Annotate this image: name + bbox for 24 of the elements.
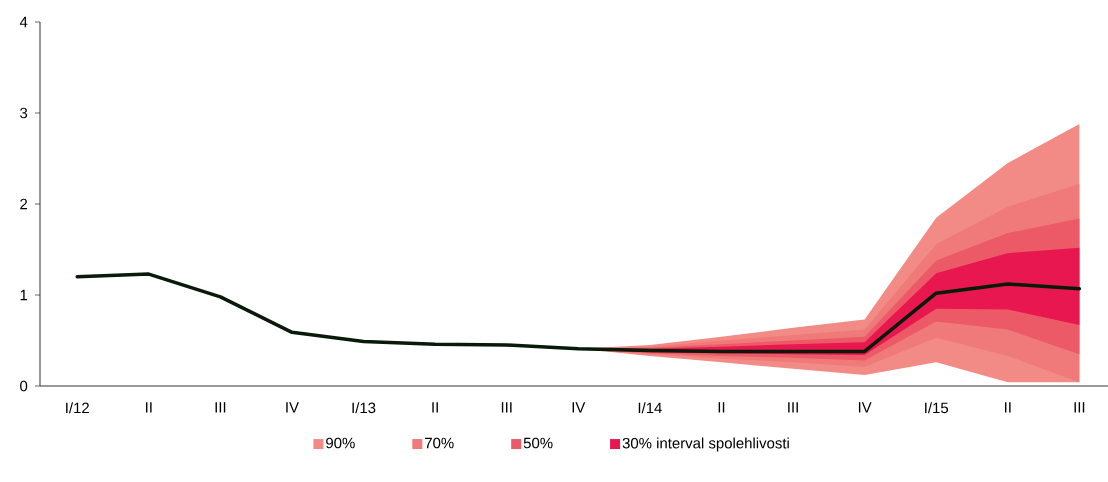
- x-tick-label: III: [501, 402, 512, 413]
- x-tick-label: IV: [858, 402, 872, 413]
- x-tick-label: IV: [572, 402, 586, 413]
- x-tick-label: I/13: [352, 402, 376, 414]
- y-tick-label: 0: [20, 380, 28, 392]
- x-tick-label: II: [1005, 402, 1011, 413]
- x-tick-label: IV: [286, 402, 299, 413]
- x-tick-label: III: [788, 402, 798, 413]
- x-tick-label: III: [215, 402, 226, 413]
- x-tick-label: II: [718, 402, 725, 413]
- legend-label: 90%: [326, 437, 355, 449]
- y-tick-label: 3: [20, 107, 28, 119]
- x-tick-label: I/15: [925, 402, 949, 414]
- x-tick-label: I/14: [638, 402, 662, 414]
- x-tick-label: II: [146, 402, 152, 413]
- y-tick-label: 1: [20, 289, 28, 301]
- y-tick-label: 4: [19, 16, 28, 28]
- x-tick-label: II: [432, 402, 438, 413]
- x-tick-label: III: [1074, 402, 1085, 413]
- legend-label: 70%: [425, 437, 454, 449]
- y-tick-label: 2: [20, 198, 28, 210]
- legend-label: 50%: [523, 437, 553, 449]
- legend-label: 30% interval spolehlivosti: [622, 437, 789, 452]
- x-tick-label: I/12: [66, 402, 89, 414]
